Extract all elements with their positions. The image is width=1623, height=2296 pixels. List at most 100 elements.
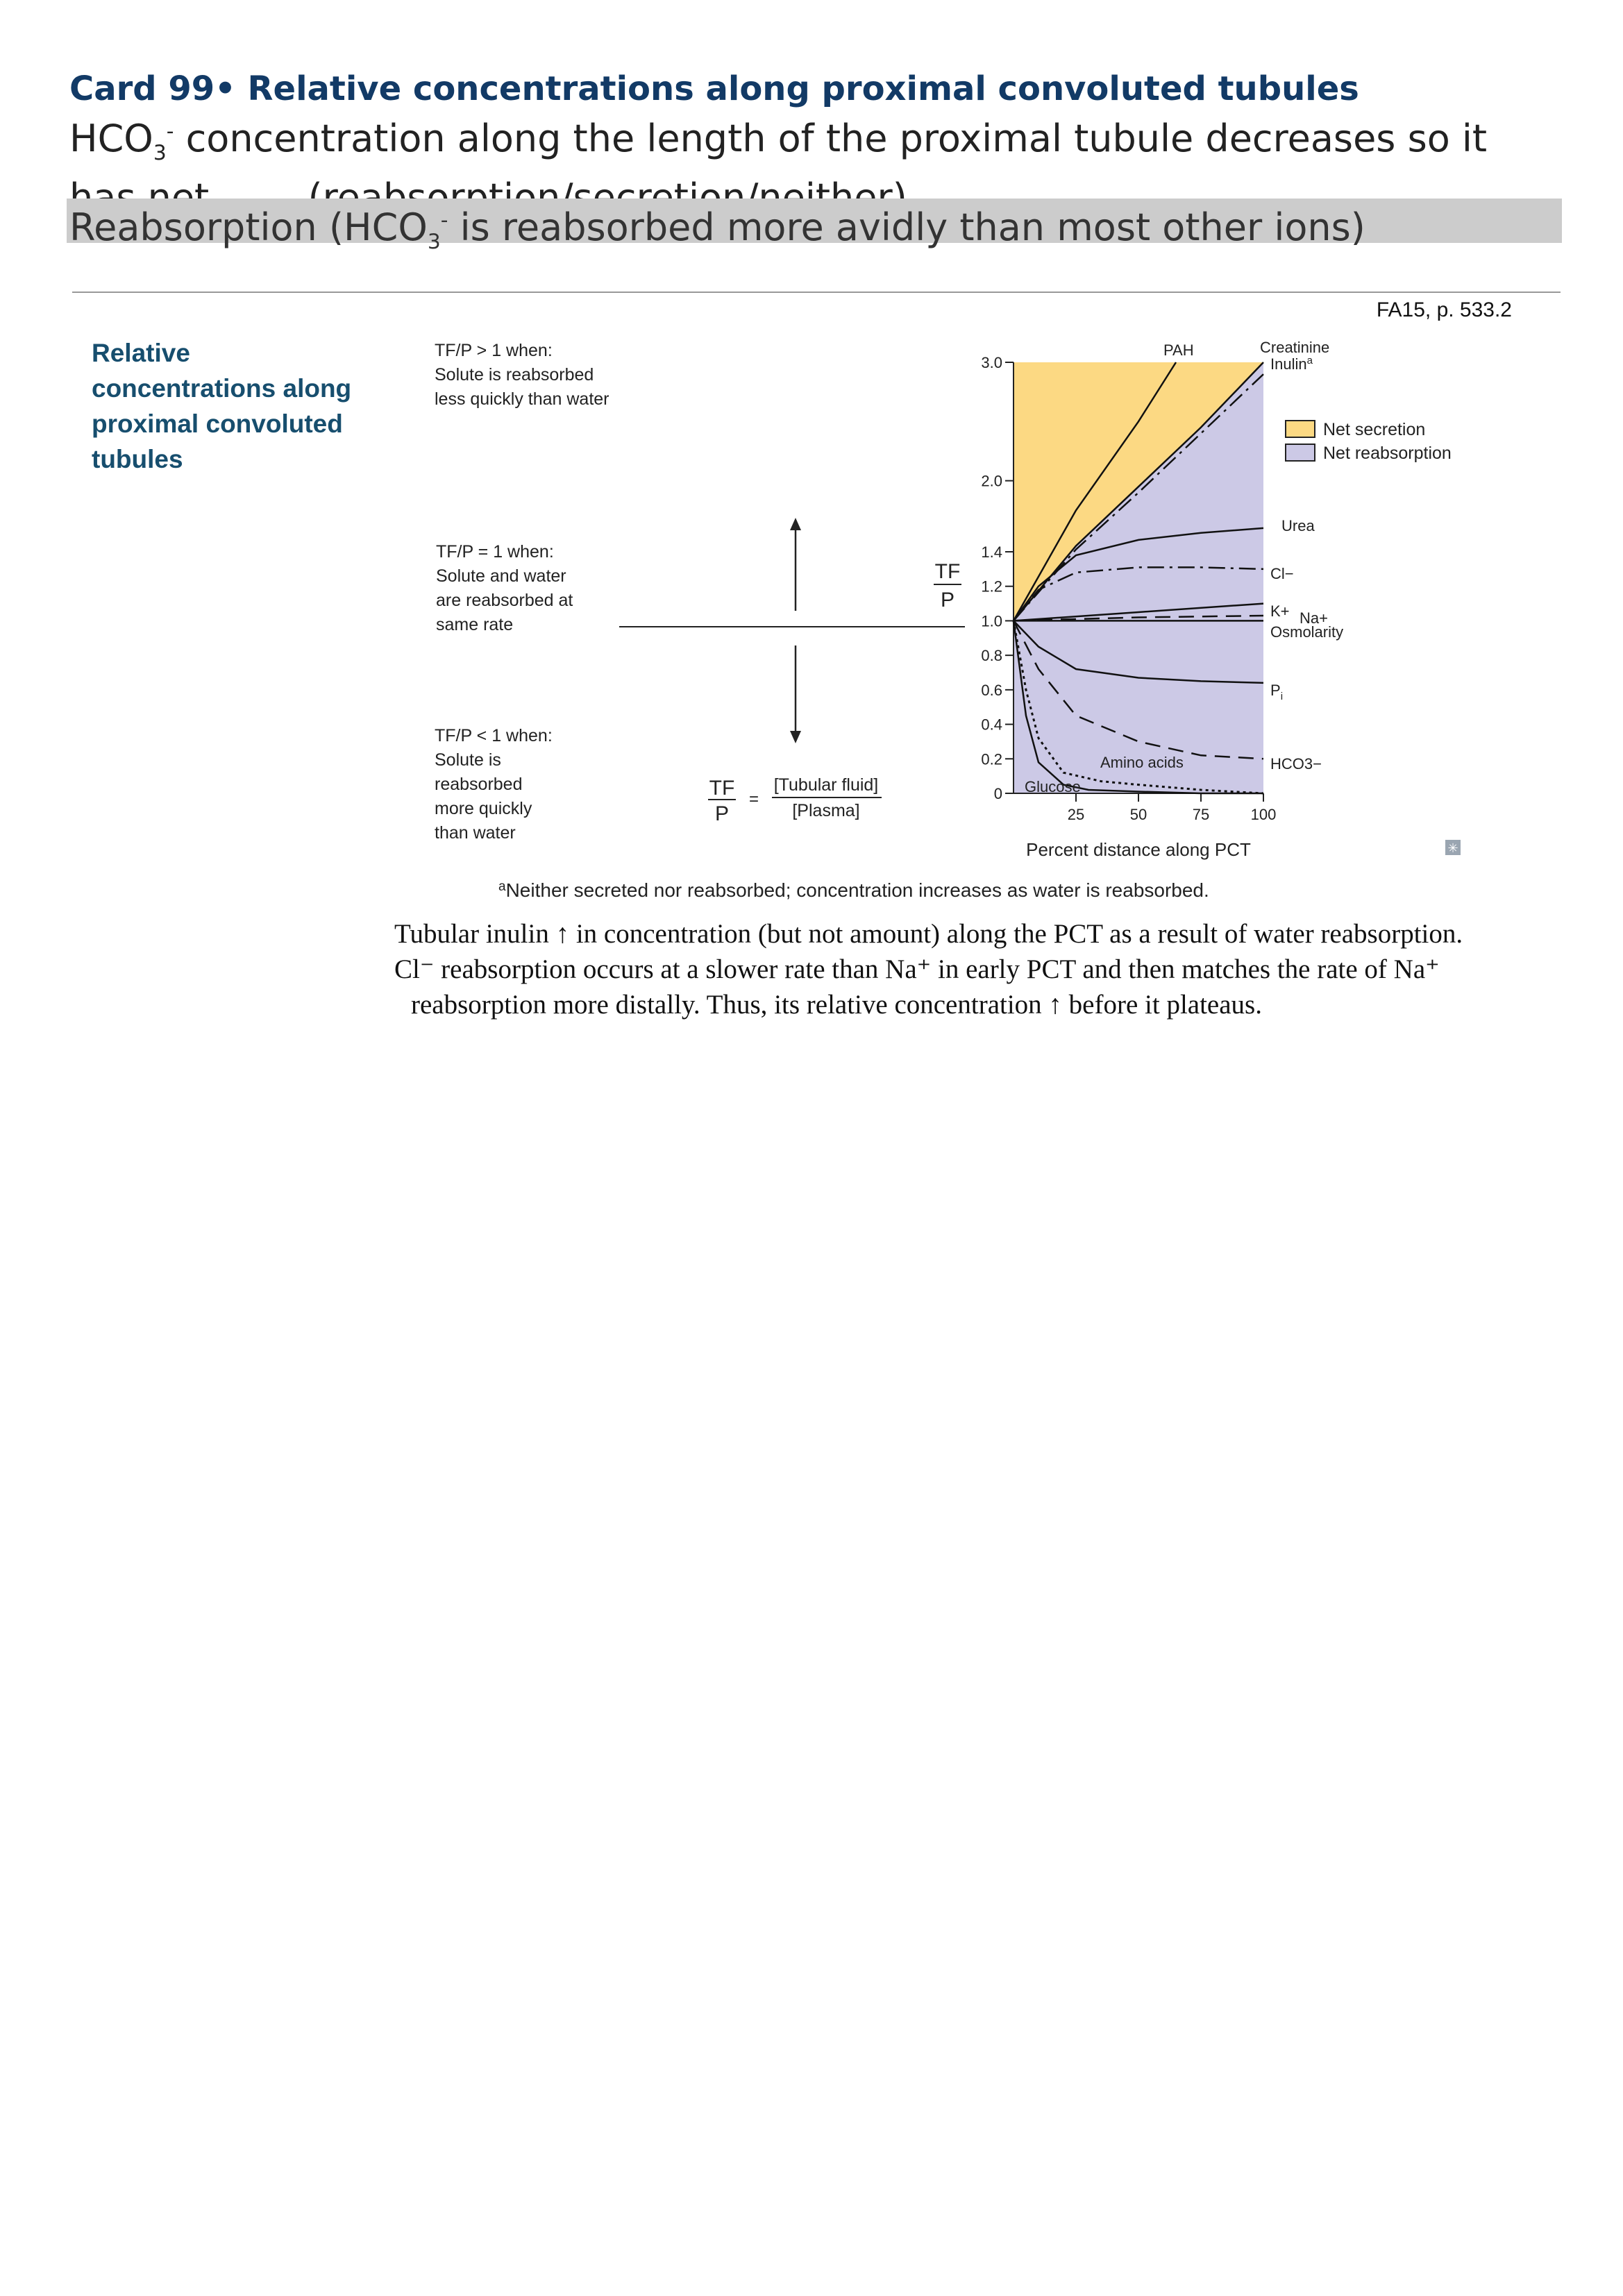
formula-equals: =: [749, 790, 759, 809]
caption-line-2: Cl⁻ reabsorption occurs at a slower rate…: [394, 954, 1440, 984]
series-label-creatinine: Creatinine: [1260, 339, 1329, 356]
series-label-pah-text: PAH: [1163, 341, 1194, 359]
question-subscript: 3: [153, 140, 167, 165]
y-tick-label: 1.4: [981, 543, 1002, 561]
series-label-na: Na+: [1300, 609, 1328, 627]
series-label-k-text: K+: [1270, 602, 1290, 620]
question-part1: HCO: [69, 117, 153, 160]
arrow-down-head-icon: [790, 731, 801, 743]
series-line-cl-: [1013, 566, 1264, 622]
footnote-text: Neither secreted nor reabsorbed; concent…: [506, 879, 1209, 901]
section-title: Relative concentrations along proximal c…: [92, 339, 352, 473]
answer-part1: Reabsorption (HCO: [69, 205, 428, 249]
series-label-creatinine-text: Creatinine: [1260, 339, 1329, 356]
series-line-pah: [1012, 362, 1177, 622]
series-label-amino-acids-text: Amino acids: [1100, 754, 1184, 771]
legend-label-reabsorption: Net reabsorption: [1323, 444, 1452, 463]
series-label-glucose-text: Glucose: [1025, 778, 1081, 795]
footnote-mark: a: [498, 879, 506, 894]
card-title: Card 99• Relative concentrations along p…: [69, 69, 1359, 108]
legend-label-secretion: Net secretion: [1323, 420, 1425, 439]
caption-line-1: Tubular inulin ↑ in concentration (but n…: [394, 919, 1463, 949]
series-line-creatinine: [1013, 362, 1264, 622]
y-tick-label: 1.0: [981, 612, 1002, 630]
series-line-amino-acids: [1012, 621, 1264, 795]
x-tick-label: 25: [1068, 806, 1084, 823]
tfp-eq1-line4: same rate: [436, 615, 513, 634]
y-tick-label: 0.6: [981, 682, 1002, 699]
answer-subscript: 3: [427, 229, 441, 254]
legend-swatch-reabsorption: [1285, 444, 1315, 462]
y-tick-label: 1.2: [981, 578, 1002, 596]
tfp-eq1-line2: Solute and water: [436, 566, 566, 586]
tfp-gt1-line3: less quickly than water: [435, 389, 609, 409]
series-label-k: K+: [1270, 602, 1290, 620]
series-line-urea: [1012, 527, 1264, 622]
x-tick-label: 75: [1193, 806, 1209, 823]
series-label-hco3: HCO3−: [1270, 755, 1322, 773]
series-line-na-: [1013, 614, 1264, 622]
series-label-osmolarity: Osmolarity: [1270, 623, 1343, 641]
tfp-chart: 0 0.2 0.4 0.6 0.8 1.0 1.2 1.4 2.0 3.0 25 50 75 100Per…: [981, 339, 1343, 860]
x-tick-label: 50: [1130, 806, 1147, 823]
zoom-icon-glyph: ✳: [1447, 841, 1458, 856]
question-superscript: -: [166, 119, 174, 144]
arrow-up-head-icon: [790, 518, 801, 530]
series-line-hco3-: [1012, 620, 1264, 760]
formula-denominator: [Plasma]: [792, 801, 859, 820]
series-label-pi: Pi: [1270, 682, 1283, 702]
y-tick-label: 0.4: [981, 716, 1002, 734]
tfp-lt1-line4: more quickly: [435, 799, 532, 818]
series-label-osmolarity-text: Osmolarity: [1270, 623, 1343, 641]
series-label-urea: Urea: [1281, 517, 1315, 534]
series-label-cl-text: Cl−: [1270, 565, 1294, 582]
tfp-lt1-line3: reabsorbed: [435, 775, 522, 794]
series-label-pi-sub: i: [1281, 691, 1283, 702]
source-reference: FA15, p. 533.2: [1376, 298, 1512, 321]
series-label-inulin-text: Inulin: [1270, 355, 1307, 373]
series-label-amino-acids: Amino acids: [1100, 754, 1184, 771]
y-tick-label: 0.2: [981, 750, 1002, 768]
series-label-na-text: Na+: [1300, 609, 1328, 627]
formula-p: P: [715, 802, 729, 825]
caption: Tubular inulin ↑ in concentration (but n…: [394, 916, 1574, 1022]
series-label-hco3-text: HCO3−: [1270, 755, 1322, 773]
tfp-lt1-line1: TF/P < 1 when:: [435, 726, 553, 745]
legend-swatch-secretion: [1285, 420, 1315, 438]
series-label-inulin: Inulina: [1270, 355, 1313, 373]
y-tick-label: 0: [994, 785, 1002, 802]
tfp-eq1-line1: TF/P = 1 when:: [436, 542, 554, 562]
y-tick-label: 2.0: [981, 473, 1002, 490]
series-label-cl: Cl−: [1270, 565, 1294, 582]
series-label-pi-text: P: [1270, 682, 1281, 699]
answer-text: Reabsorption (HCO3- is reabsorbed more a…: [67, 199, 1562, 254]
caption-line-3: reabsorption more distally. Thus, its re…: [411, 990, 1262, 1020]
tfp-lt1-line5: than water: [435, 823, 516, 843]
tfp-gt1-line2: Solute is reabsorbed: [435, 365, 594, 385]
y-tick-label: 0.8: [981, 647, 1002, 664]
answer-part2: is reabsorbed more avidly than most othe…: [448, 205, 1365, 249]
y-tick-label: 3.0: [981, 354, 1002, 371]
figure: TF/P > 1 when: Solute is reabsorbed less…: [435, 339, 1461, 901]
figure-footnote: aNeither secreted nor reabsorbed; concen…: [498, 879, 1209, 901]
answer-superscript: -: [440, 208, 448, 233]
tfp-eq1-line3: are reabsorbed at: [436, 591, 573, 610]
axis-tf: TF: [935, 560, 961, 583]
series-line-k-: [1013, 602, 1264, 622]
series-label-inulin-sup: a: [1307, 355, 1313, 366]
x-tick-label: 100: [1251, 806, 1277, 823]
axis-p: P: [941, 589, 955, 611]
divider: [72, 292, 1561, 293]
series-line-glucose: [1012, 621, 1263, 795]
zoom-icon[interactable]: [1445, 840, 1461, 855]
region-net-reabsorption: [1014, 362, 1263, 793]
formula-numerator: [Tubular fluid]: [774, 775, 879, 795]
tfp-gt1-line1: TF/P > 1 when:: [435, 341, 553, 360]
series-line-pi: [1013, 620, 1264, 684]
series-label-pah: PAH: [1163, 341, 1194, 359]
series-label-glucose: Glucose: [1025, 778, 1081, 795]
tfp-lt1-line2: Solute is: [435, 750, 501, 770]
formula-tf: TF: [709, 777, 735, 800]
series-label-urea-text: Urea: [1281, 517, 1315, 534]
x-axis-label: Percent distance along PCT: [1026, 839, 1251, 860]
